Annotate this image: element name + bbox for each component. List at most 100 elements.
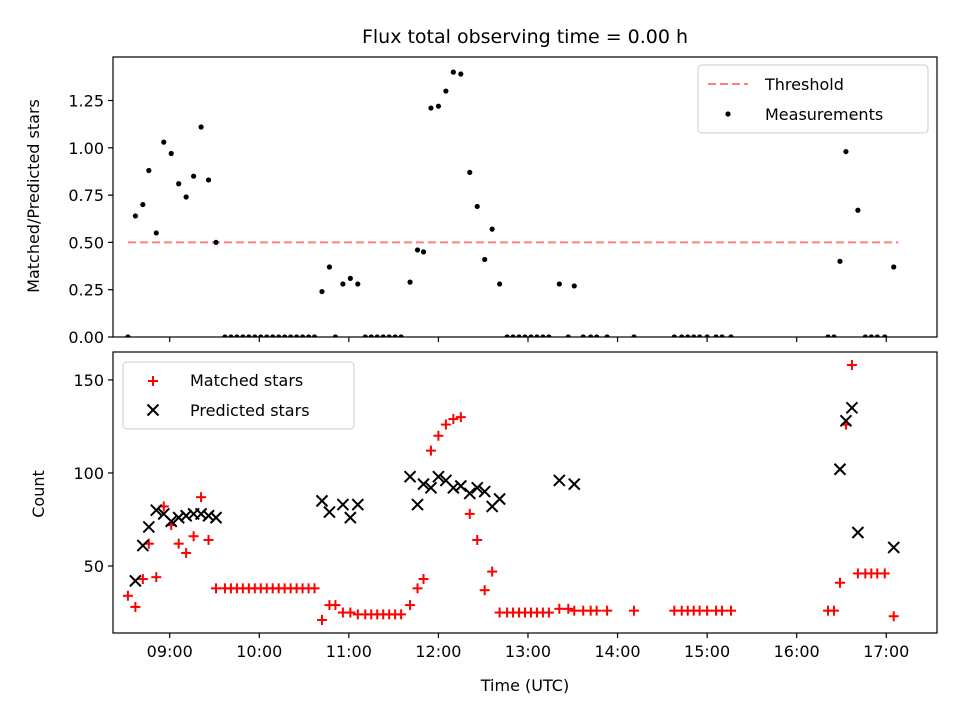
predicted-star-point — [150, 503, 163, 517]
measurement-point — [594, 334, 600, 337]
measurement-point — [588, 334, 594, 337]
predicted-star-point — [165, 515, 178, 528]
measurement-point — [831, 334, 837, 337]
measurement-point — [631, 334, 637, 337]
y-tick-label: 1.00 — [68, 139, 104, 158]
measurement-point — [264, 334, 270, 337]
matched-star-point — [448, 413, 459, 424]
matched-star-point — [591, 605, 602, 616]
x-tick-label: 16:00 — [774, 642, 820, 661]
measurement-point — [671, 334, 677, 337]
legend-predicted-swatch — [146, 403, 160, 417]
matched-star-point — [702, 605, 713, 616]
measurement-point — [474, 203, 480, 210]
measurement-point — [270, 334, 276, 337]
measurement-point — [497, 281, 503, 287]
measurement-point — [340, 281, 346, 287]
plot-area — [122, 360, 900, 625]
x-tick-label: 11:00 — [326, 642, 372, 661]
measurement-point — [685, 334, 691, 337]
matched-star-point — [309, 583, 320, 594]
predicted-star-point — [129, 574, 142, 588]
predicted-star-point — [833, 463, 847, 476]
chart-title: Flux total observing time = 0.00 h — [362, 26, 688, 48]
measurement-point — [276, 334, 282, 337]
legend: Threshold Measurements — [697, 64, 929, 134]
matched-star-point — [188, 531, 199, 542]
measurement-point — [882, 334, 888, 337]
matched-star-point — [211, 583, 221, 594]
measurement-point — [443, 88, 449, 94]
predicted-star-point — [417, 477, 430, 491]
predicted-star-point — [351, 498, 365, 511]
measurement-point — [332, 334, 339, 337]
axes-frame — [112, 56, 938, 338]
x-tick-label: 15:00 — [684, 642, 730, 661]
predicted-star-point — [851, 526, 865, 539]
measurement-point — [282, 334, 288, 337]
matched-star-point — [316, 614, 327, 625]
y-tick-label: 50 — [84, 557, 104, 576]
measurement-point — [183, 194, 189, 200]
y-tick-label: 0.00 — [68, 328, 104, 347]
matched-star-point — [543, 607, 554, 618]
matched-star-point — [879, 568, 890, 579]
predicted-star-point — [209, 511, 223, 524]
measurement-point — [125, 334, 131, 337]
y-tick-label: 150 — [73, 371, 104, 390]
measurement-point — [580, 334, 586, 337]
predicted-star-point — [172, 511, 185, 524]
measurement-point — [516, 334, 522, 337]
predicted-star-point — [463, 487, 476, 500]
x-tick-label: 14:00 — [594, 642, 640, 661]
predicted-star-point — [432, 470, 445, 483]
plot-area — [125, 69, 899, 337]
matched-star-point — [834, 577, 845, 588]
matched-star-point — [602, 605, 613, 616]
measurement-point — [414, 247, 421, 253]
matched-star-point — [433, 430, 444, 441]
measurement-point — [347, 275, 353, 281]
predicted-star-point — [411, 498, 424, 511]
legend-box — [697, 64, 929, 134]
measurement-point — [176, 181, 182, 187]
measurement-point — [837, 258, 843, 264]
x-tick-label: 17:00 — [863, 642, 909, 661]
measurement-point — [252, 334, 258, 337]
matched-star-point — [396, 609, 407, 620]
x-tick-label: 12:00 — [415, 642, 461, 661]
measurement-point — [435, 103, 442, 109]
measurement-point — [132, 213, 138, 219]
matched-star-point — [330, 600, 341, 611]
measurement-point — [368, 334, 374, 337]
measurement-point — [374, 334, 380, 337]
measurement-point — [719, 334, 725, 337]
matched-star-point — [569, 605, 580, 616]
measurement-point — [540, 334, 546, 337]
measurement-point — [489, 226, 495, 232]
y-tick-label: 1.25 — [68, 92, 104, 111]
legend-measurement-swatch — [725, 111, 731, 117]
predicted-star-point — [179, 509, 193, 522]
predicted-star-point — [323, 505, 336, 519]
measurement-point — [697, 334, 703, 337]
predicted-star-point — [202, 509, 215, 522]
measurement-point — [843, 148, 849, 155]
matched-star-point — [151, 572, 162, 583]
measurement-point — [522, 334, 528, 337]
measurement-point — [140, 201, 146, 208]
legend-label-measurements: Measurements — [765, 105, 883, 124]
matched-star-point — [628, 605, 639, 616]
predicted-star-point — [136, 539, 150, 552]
axes-frame — [112, 351, 938, 634]
measurement-point — [571, 283, 577, 289]
predicted-star-point — [839, 414, 853, 428]
measurement-point — [458, 71, 464, 77]
measurement-point — [213, 239, 219, 246]
matched-star-point — [173, 538, 184, 549]
measurement-point — [161, 139, 167, 145]
measurement-point — [504, 334, 510, 337]
measurement-point — [258, 334, 264, 337]
